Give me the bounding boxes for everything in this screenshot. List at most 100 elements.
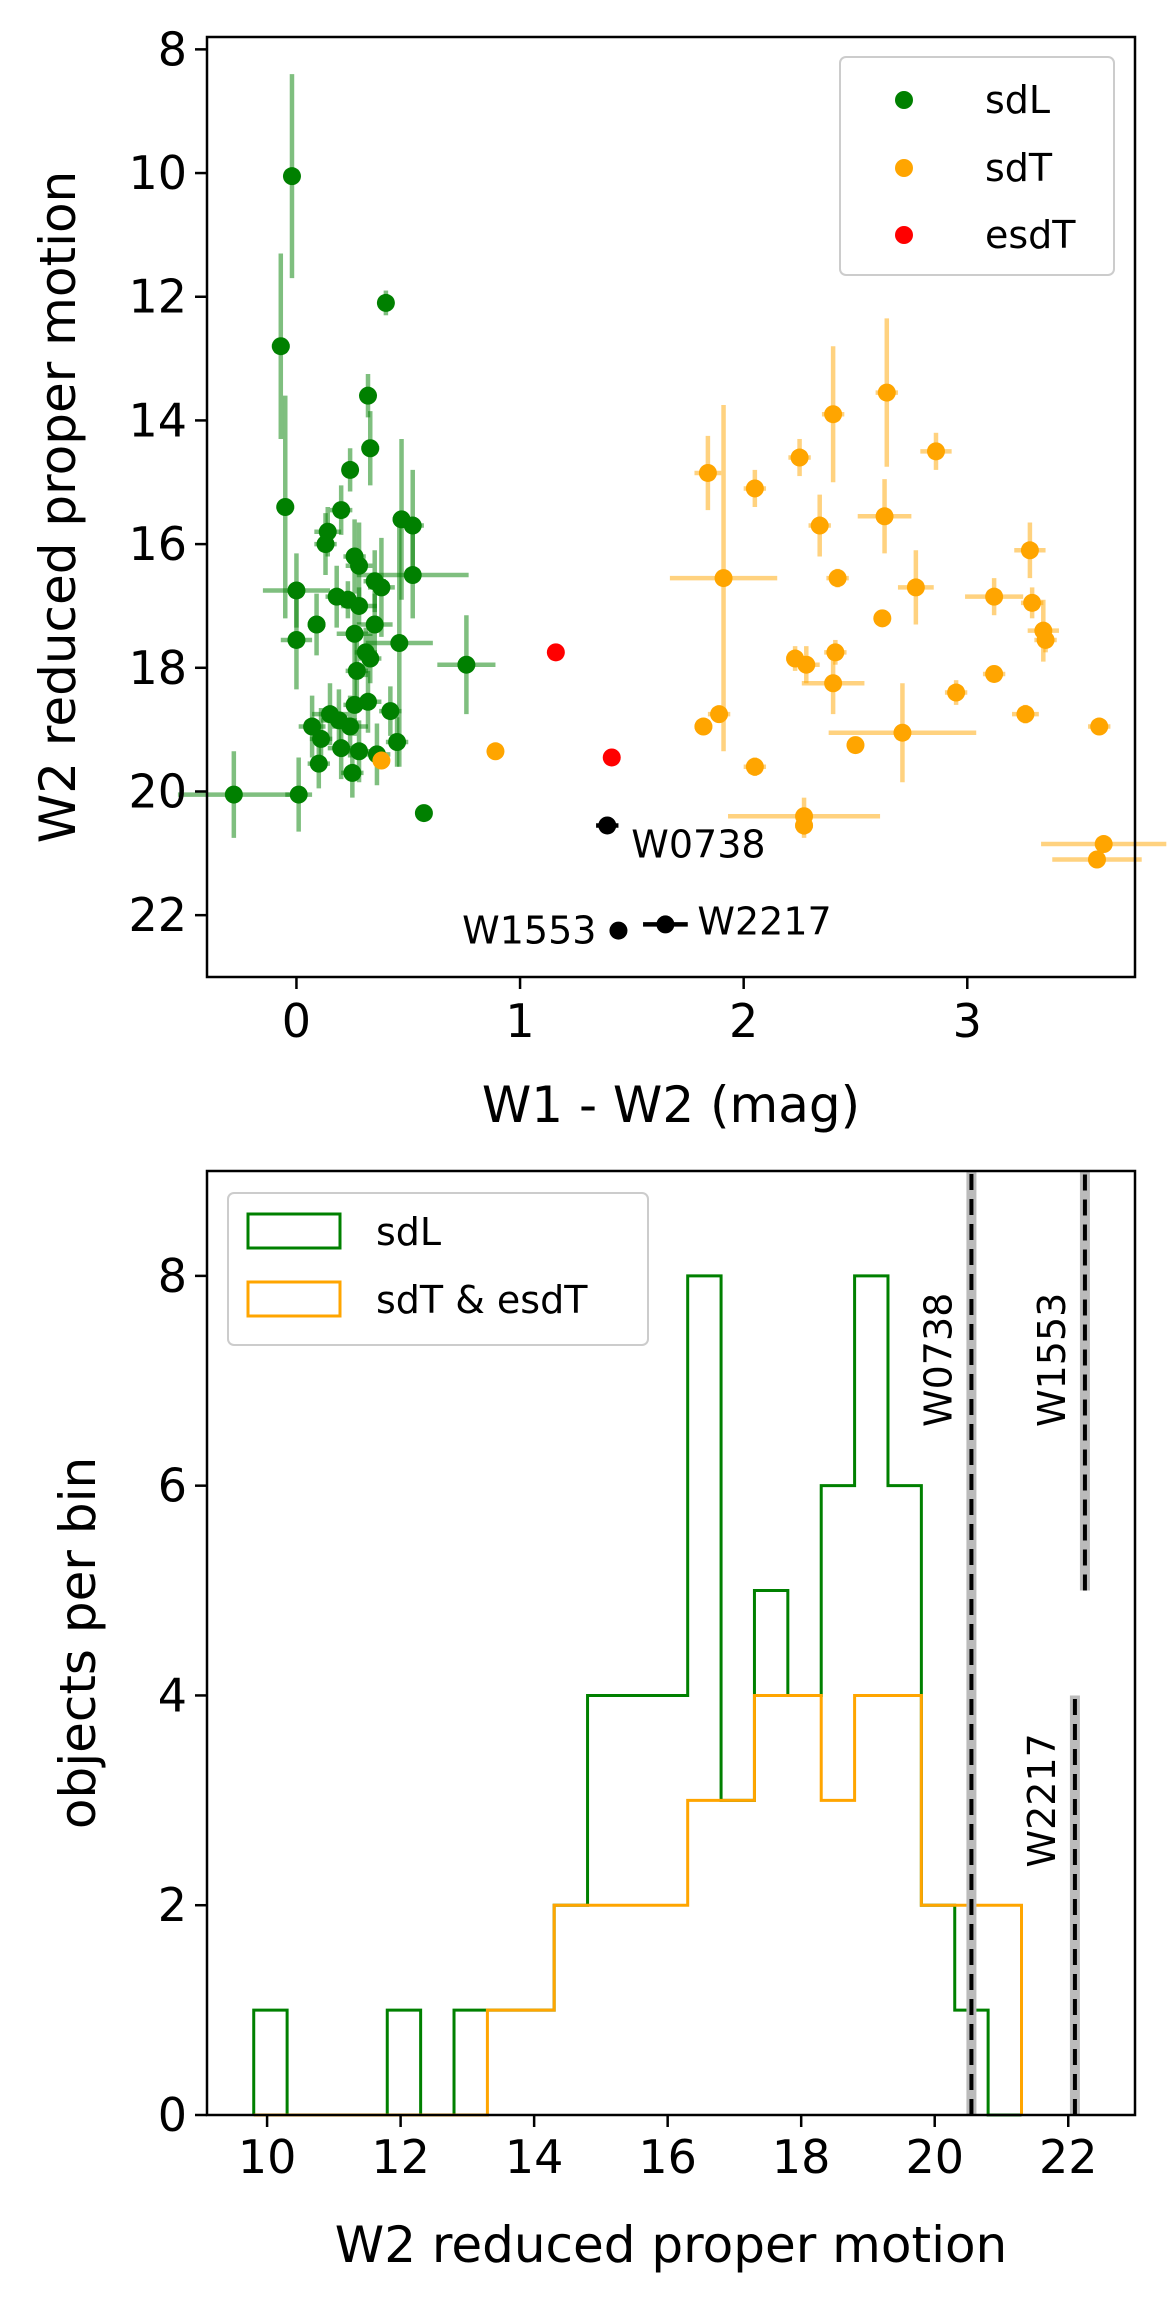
histogram-panel: W0738 W1553 W2217 10 12 14 16 18 20 22 0 2 4 6 8 W2 … — [49, 1169, 1137, 2274]
point-sdt-31 — [745, 757, 764, 776]
point-sdl-37 — [312, 729, 331, 748]
point-sdl-9 — [403, 516, 422, 535]
point-labeled-0 — [598, 816, 617, 835]
point-sdt-11 — [906, 578, 925, 597]
point-sdl-39 — [332, 739, 351, 758]
point-esdt-1 — [602, 748, 621, 767]
histogram-axes-frame — [205, 1169, 1137, 2117]
legend-marker-sdt — [895, 159, 913, 177]
point-sdl-44 — [224, 785, 243, 804]
hist-x-tick-label-18: 18 — [772, 2130, 831, 2184]
hist-y-tick-label-4: 4 — [158, 1668, 187, 1722]
point-sdl-7 — [332, 501, 351, 520]
point-sdl-38 — [388, 733, 407, 751]
point-sdt-8 — [1020, 541, 1039, 560]
marker-label-w0738: W0738 — [916, 1293, 960, 1427]
point-sdt-4 — [698, 463, 717, 482]
histogram-markers: W0738 W1553 W2217 — [916, 1171, 1090, 2115]
histogram-y-axis-label: objects per bin — [49, 1457, 107, 1829]
scatter-y-ticks: 8 10 12 14 16 18 20 22 — [128, 22, 207, 942]
point-sdt-34 — [1094, 835, 1113, 854]
point-sdl-40 — [350, 742, 369, 761]
point-sdl-16 — [372, 578, 391, 597]
point-sdl-13 — [350, 556, 369, 575]
point-sdl-11 — [316, 535, 335, 554]
point-sdt-35 — [1087, 850, 1106, 869]
point-sdl-5 — [341, 460, 360, 479]
histogram-x-axis-label: W2 reduced proper motion — [335, 2216, 1008, 2274]
y-tick-label-14: 14 — [128, 393, 187, 447]
histogram-y-ticks: 0 2 4 6 8 — [158, 1249, 207, 2142]
point-sdl-23 — [345, 624, 364, 643]
point-sdt-29 — [372, 751, 391, 770]
point-sdt-23 — [1016, 705, 1035, 724]
point-sdt-16 — [1036, 630, 1055, 649]
scatter-legend-box — [839, 56, 1115, 276]
point-labeled-1 — [609, 921, 628, 940]
point-sdt-13 — [1023, 593, 1042, 612]
point-sdl-27 — [361, 649, 380, 668]
histogram-x-ticks: 10 12 14 16 18 20 22 — [238, 2115, 1098, 2184]
point-esdt-0 — [546, 643, 565, 662]
legend-label-sdl: sdL — [985, 78, 1050, 122]
y-tick-label-10: 10 — [128, 146, 187, 200]
legend-label-esdt: esdT — [985, 213, 1076, 257]
point-sdl-45 — [289, 785, 308, 804]
hist-y-tick-label-2: 2 — [158, 1878, 187, 1932]
histogram-legend: sdL sdT & esdT — [227, 1192, 649, 1346]
marker-label-w2217: W2217 — [1020, 1733, 1064, 1867]
point-sdt-28 — [846, 736, 865, 755]
point-sdl-20 — [350, 596, 369, 615]
point-sdl-17 — [287, 581, 306, 600]
point-sdl-21 — [307, 615, 326, 634]
marker-label-w1553: W1553 — [1030, 1293, 1074, 1427]
point-sdt-2 — [926, 442, 945, 461]
x-tick-label-2: 2 — [729, 994, 758, 1048]
hist-y-tick-label-0: 0 — [158, 2088, 187, 2142]
point-sdl-30 — [345, 695, 364, 714]
point-sdt-0 — [877, 383, 896, 402]
hist-x-tick-label-20: 20 — [905, 2130, 964, 2184]
point-sdt-12 — [985, 587, 1004, 606]
point-sdt-1 — [824, 405, 843, 424]
hist-y-tick-label-6: 6 — [158, 1459, 187, 1513]
point-sdt-9 — [828, 569, 847, 588]
point-sdl-36 — [303, 717, 322, 736]
point-sdt-5 — [745, 479, 764, 498]
legend-marker-sdl — [895, 91, 913, 109]
point-sdl-3 — [359, 386, 378, 405]
point-labeled-2 — [656, 915, 675, 934]
point-sdl-35 — [341, 717, 360, 736]
x-tick-label-0: 0 — [282, 994, 311, 1048]
point-label-w1553: W1553 — [462, 909, 596, 953]
point-sdt-14 — [873, 609, 892, 628]
scatter-axes-frame — [205, 35, 1137, 979]
scatter-x-ticks: 0 1 2 3 — [282, 977, 982, 1048]
point-sdt-33 — [795, 816, 814, 835]
y-tick-label-16: 16 — [128, 517, 187, 571]
y-tick-label-20: 20 — [128, 764, 187, 818]
point-sdl-14 — [403, 566, 422, 585]
point-sdt-7 — [875, 507, 894, 526]
y-tick-label-12: 12 — [128, 270, 187, 324]
x-tick-label-1: 1 — [505, 994, 534, 1048]
scatter-x-axis-label: W1 - W2 (mag) — [482, 1076, 860, 1134]
hist-x-tick-label-10: 10 — [238, 2130, 297, 2184]
legend-swatch-sdl — [246, 1212, 342, 1250]
point-sdt-17 — [826, 643, 845, 662]
point-sdt-25 — [694, 717, 713, 736]
legend-marker-esdt — [895, 226, 913, 244]
point-label-w2217: W2217 — [697, 899, 831, 943]
point-sdl-29 — [347, 661, 366, 680]
point-label-w0738: W0738 — [631, 822, 765, 866]
point-sdt-27 — [893, 723, 912, 742]
point-sdl-28 — [457, 655, 476, 674]
histogram-legend-box — [227, 1192, 649, 1346]
point-sdl-42 — [309, 754, 328, 773]
point-sdl-0 — [282, 167, 301, 186]
point-sdl-25 — [287, 630, 306, 649]
point-sdt-22 — [947, 683, 966, 702]
y-tick-label-8: 8 — [158, 22, 187, 76]
hist-x-tick-label-14: 14 — [505, 2130, 564, 2184]
